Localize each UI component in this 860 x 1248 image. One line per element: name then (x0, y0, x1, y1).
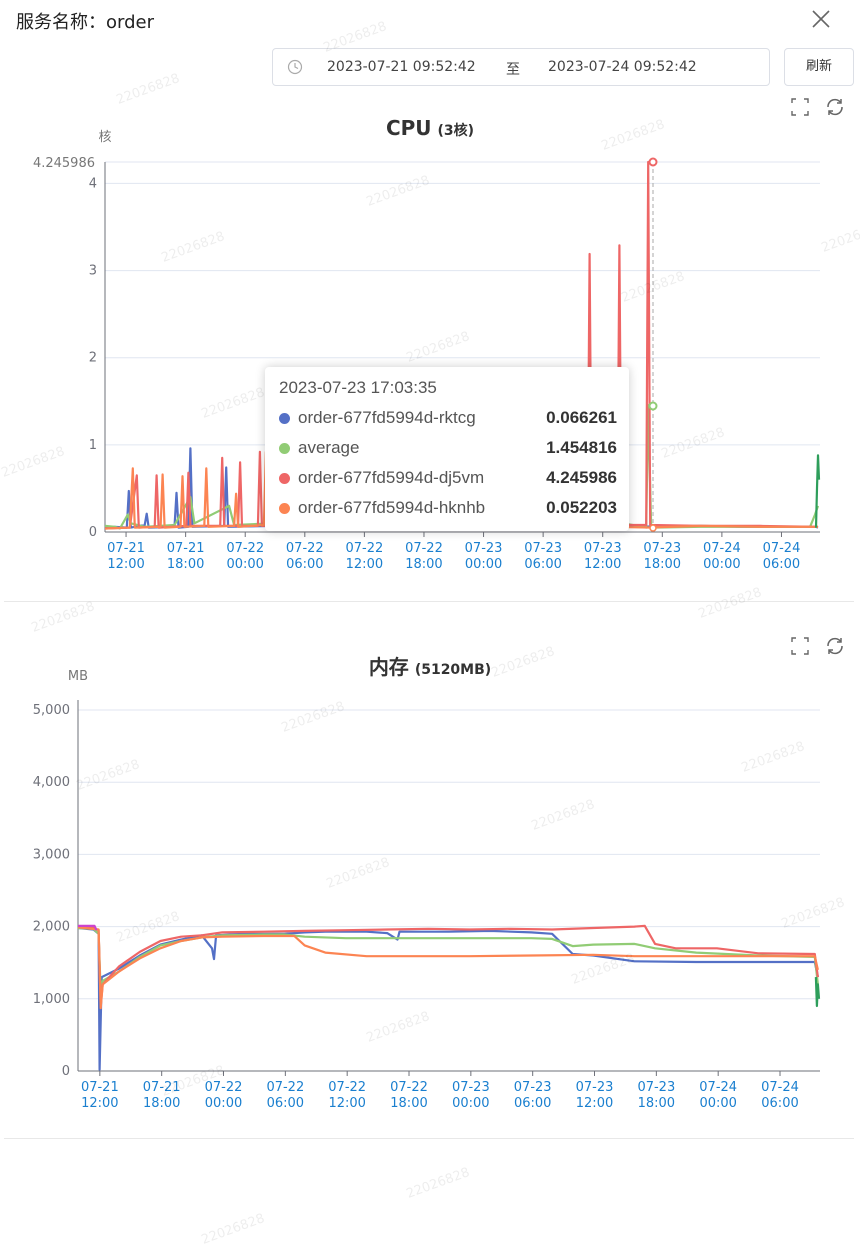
y-tick-label: 2 (89, 351, 97, 366)
date-range-picker[interactable]: 2023-07-21 09:52:42 至 2023-07-24 09:52:4… (272, 48, 770, 86)
y-tick-label: 1,000 (33, 992, 70, 1007)
tooltip-row: order-677fd5994d-rktcg 0.066261 (279, 408, 619, 430)
tooltip-series-name: order-677fd5994d-rktcg (298, 408, 476, 427)
x-tick-label: 07-22 18:00 (405, 541, 443, 572)
x-tick-label: 07-23 12:00 (584, 541, 622, 572)
series-line-4 (78, 924, 98, 931)
tooltip-series-value: 0.066261 (546, 408, 617, 427)
tooltip-series-name: average (298, 438, 360, 457)
x-tick-label: 07-23 00:00 (465, 541, 503, 572)
series-line-order-677fd5994d-dj5vm (104, 160, 819, 530)
cpu-focus-point-average (648, 401, 658, 411)
x-tick-label: 07-23 18:00 (637, 1080, 675, 1111)
series-line-order-677fd5994d-hknhb (77, 926, 819, 1010)
series-line-order-677fd5994d-dj5vm (77, 924, 819, 1008)
y-tick-label: 4,000 (33, 775, 70, 790)
x-tick-label: 07-22 18:00 (390, 1080, 428, 1111)
x-tick-label: 07-22 00:00 (226, 541, 264, 572)
tooltip-series-name: order-677fd5994d-hknhb (298, 498, 486, 517)
date-start-input[interactable]: 2023-07-21 09:52:42 (327, 59, 476, 75)
y-tick-label: 0 (62, 1064, 70, 1079)
restore-icon[interactable] (824, 635, 846, 657)
date-separator: 至 (506, 62, 520, 78)
close-icon[interactable] (808, 6, 834, 32)
x-tick-label: 07-23 06:00 (524, 541, 562, 572)
x-tick-label: 07-21 12:00 (81, 1080, 119, 1111)
memory-y-unit: MB (68, 669, 88, 684)
tooltip-series-value: 4.245986 (546, 468, 617, 487)
y-tick-label: 4 (89, 176, 97, 191)
series-line-4 (814, 454, 821, 528)
x-tick-label: 07-24 06:00 (761, 1080, 799, 1111)
tooltip-row: order-677fd5994d-dj5vm 4.245986 (279, 468, 619, 490)
service-title: 服务名称：order (16, 12, 154, 33)
series-marker-icon (279, 473, 290, 484)
cpu-focus-point-rktcg (649, 524, 657, 532)
x-tick-label: 07-23 00:00 (452, 1080, 490, 1111)
y-tick-label: 5,000 (33, 703, 70, 718)
date-end-input[interactable]: 2023-07-24 09:52:42 (548, 59, 697, 75)
y-tick-label: 1 (89, 438, 97, 453)
section-divider (4, 1138, 854, 1139)
restore-icon[interactable] (824, 96, 846, 118)
x-tick-label: 07-22 12:00 (345, 541, 383, 572)
cpu-focus-point-dj5vm (648, 157, 658, 167)
x-tick-label: 07-23 18:00 (643, 541, 681, 572)
x-tick-label: 07-22 00:00 (205, 1080, 243, 1111)
cpu-tooltip: 2023-07-23 17:03:35 order-677fd5994d-rkt… (265, 367, 629, 531)
clock-icon (287, 59, 303, 75)
x-tick-label: 07-21 18:00 (143, 1080, 181, 1111)
y-tick-label: 3 (89, 264, 97, 279)
cpu-chart-title: CPU (3核) (386, 116, 474, 140)
tooltip-row: average 1.454816 (279, 438, 619, 460)
cpu-y-unit: 核 (98, 130, 111, 145)
x-tick-label: 07-24 00:00 (699, 1080, 737, 1111)
refresh-button[interactable]: 刷新 (784, 48, 854, 86)
x-tick-label: 07-24 06:00 (763, 541, 801, 572)
x-tick-label: 07-23 06:00 (514, 1080, 552, 1111)
zoom-select-icon[interactable] (789, 635, 811, 657)
watermark: 22026828 (199, 1211, 267, 1248)
x-tick-label: 07-24 00:00 (703, 541, 741, 572)
section-divider (4, 601, 854, 602)
tooltip-series-value: 0.052203 (546, 498, 617, 517)
tooltip-series-name: order-677fd5994d-dj5vm (298, 468, 485, 487)
y-tick-label: 2,000 (33, 920, 70, 935)
y-tick-label: 3,000 (33, 847, 70, 862)
series-marker-icon (279, 443, 290, 454)
tooltip-time: 2023-07-23 17:03:35 (279, 378, 437, 397)
x-tick-label: 07-22 12:00 (328, 1080, 366, 1111)
memory-chart: 内存 (5120MB) MB 0 1,000 2,000 3,000 4,000 5,000… (33, 655, 821, 1111)
x-tick-label: 07-21 18:00 (167, 541, 205, 572)
zoom-select-icon[interactable] (789, 96, 811, 118)
watermark: 22026828 (404, 1165, 472, 1202)
x-tick-label: 07-22 06:00 (286, 541, 324, 572)
x-tick-label: 07-23 12:00 (576, 1080, 614, 1111)
series-marker-icon (279, 503, 290, 514)
cpu-ymax-label: 4.245986 (33, 156, 95, 171)
cpu-chart: CPU (3核) 核 4.245986 0 1 2 3 4 07-21 12:00 07-21… (33, 116, 821, 572)
series-marker-icon (279, 413, 290, 424)
tooltip-row: order-677fd5994d-hknhb 0.052203 (279, 498, 619, 520)
memory-chart-title: 内存 (5120MB) (369, 655, 491, 679)
x-tick-label: 07-22 06:00 (266, 1080, 304, 1111)
series-line-5 (814, 977, 821, 1008)
x-tick-label: 07-21 12:00 (107, 541, 145, 572)
tooltip-series-value: 1.454816 (546, 438, 617, 457)
y-tick-label: 0 (89, 525, 97, 540)
